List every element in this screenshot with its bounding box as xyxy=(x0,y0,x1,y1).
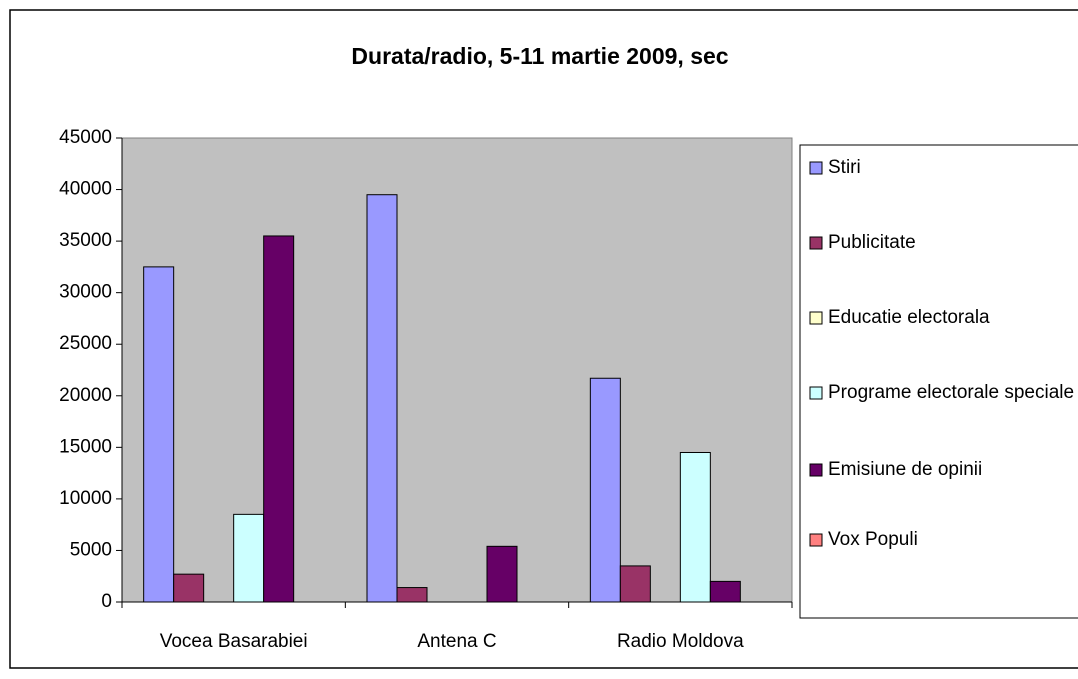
y-tick-label: 5000 xyxy=(70,539,112,560)
y-tick-label: 35000 xyxy=(59,230,112,251)
legend-swatch xyxy=(809,236,823,250)
legend-label: Emisiune de opinii xyxy=(828,459,982,480)
legend-label: Educatie electorala xyxy=(828,307,990,328)
bar xyxy=(589,377,621,603)
x-tick-label: Radio Moldova xyxy=(617,631,744,652)
bar xyxy=(366,194,398,603)
legend-label: Vox Populi xyxy=(828,529,918,550)
legend-swatch xyxy=(809,386,823,400)
legend-label: Publicitate xyxy=(828,232,916,253)
bar xyxy=(486,545,518,603)
x-tick-label: Vocea Basarabiei xyxy=(160,631,308,652)
legend-swatch xyxy=(809,161,823,175)
y-tick-label: 15000 xyxy=(59,436,112,457)
legend-label: Programe electorale speciale xyxy=(828,382,1074,403)
y-tick-label: 10000 xyxy=(59,488,112,509)
x-tick-label: Antena C xyxy=(417,631,496,652)
y-tick-label: 20000 xyxy=(59,385,112,406)
y-tick-label: 40000 xyxy=(59,179,112,200)
y-tick-label: 0 xyxy=(101,591,112,612)
legend-swatch xyxy=(809,533,823,547)
legend-label: Stiri xyxy=(828,157,861,178)
bar xyxy=(709,580,741,603)
bar xyxy=(263,235,295,603)
y-tick-label: 45000 xyxy=(59,127,112,148)
legend-box xyxy=(799,144,1078,619)
bar xyxy=(396,587,428,603)
legend-swatch xyxy=(809,311,823,325)
bar xyxy=(173,573,205,603)
y-tick-label: 25000 xyxy=(59,333,112,354)
y-tick-label: 30000 xyxy=(59,282,112,303)
bar xyxy=(233,513,265,603)
bar xyxy=(143,266,175,603)
legend-swatch xyxy=(809,463,823,477)
chart-title: Durata/radio, 5-11 martie 2009, sec xyxy=(351,43,728,69)
bar xyxy=(619,565,651,603)
bar xyxy=(679,451,711,603)
